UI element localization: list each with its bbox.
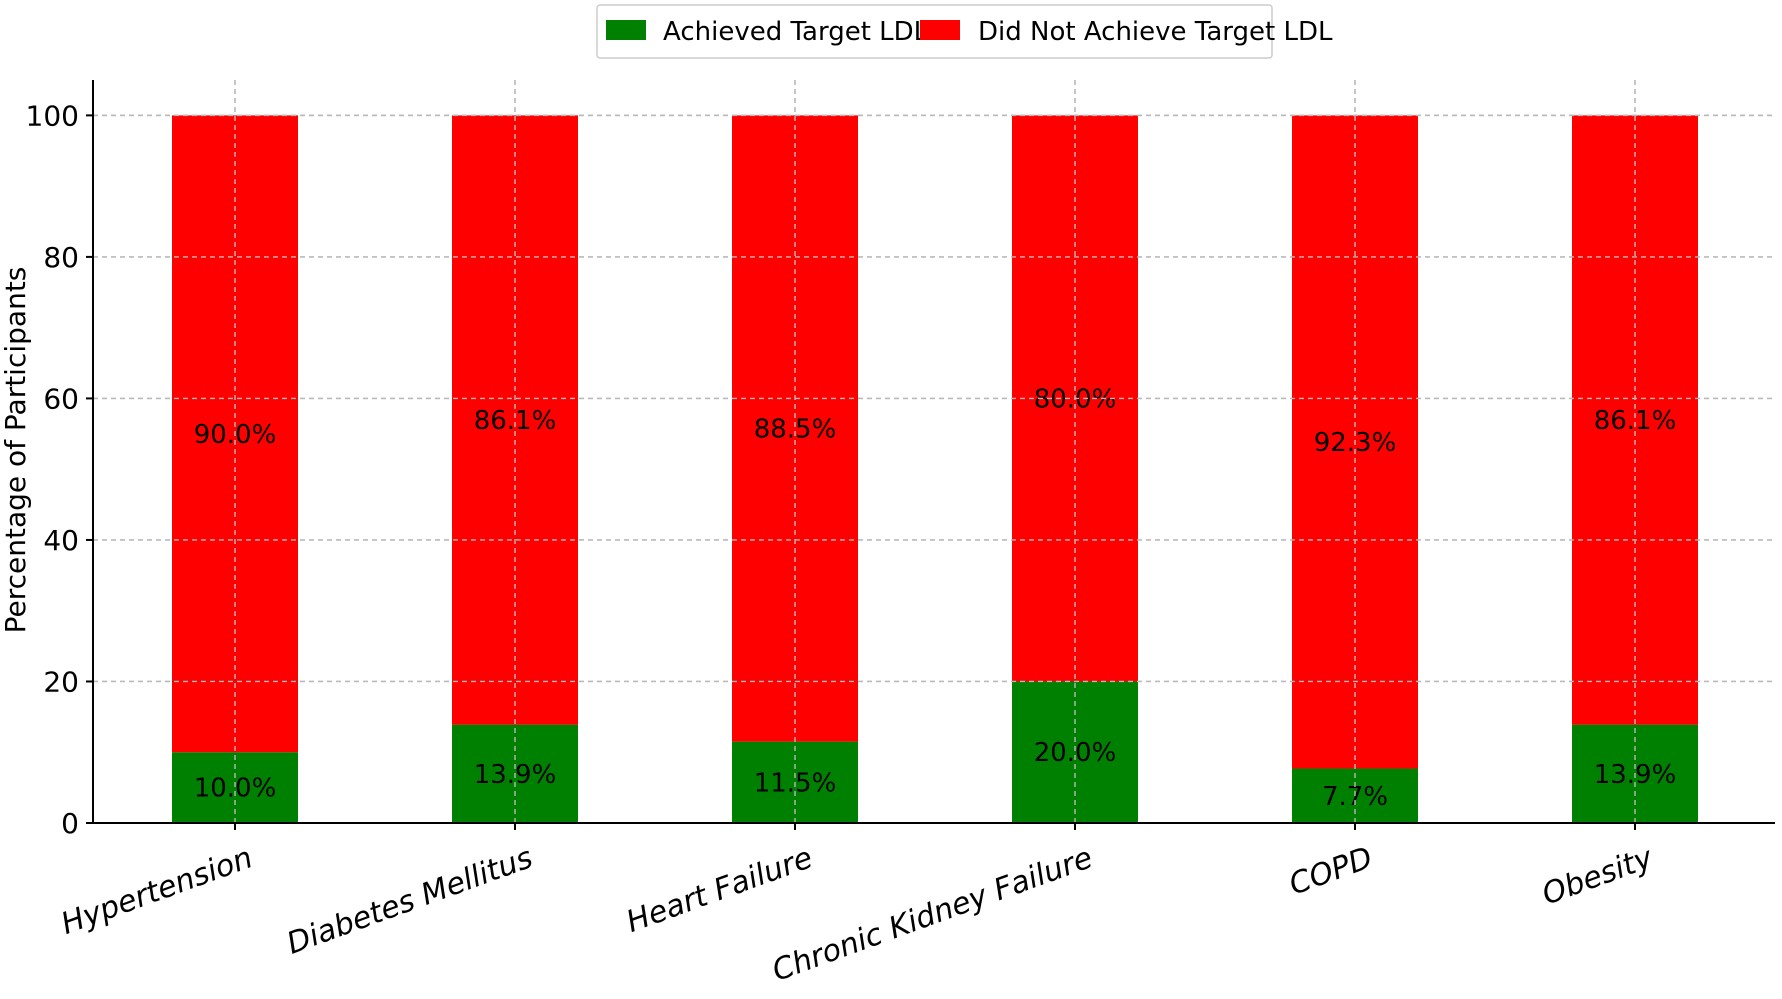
legend-swatch bbox=[606, 20, 646, 40]
legend-label: Achieved Target LDL bbox=[663, 17, 929, 47]
y-ticks: 0 20 40 60 80 100 bbox=[26, 99, 93, 840]
bar-value-label: 10.0% bbox=[194, 774, 277, 804]
grid bbox=[93, 80, 1775, 824]
x-tick-label: Chronic Kidney Failure bbox=[768, 840, 1098, 988]
y-axis-label: Percentage of Participants bbox=[0, 267, 32, 634]
bar-labels: 10.0% 13.9% 11.5%20.0%7.7%13.9%90.0% 86.1% 8… bbox=[93, 80, 1775, 823]
x-tick-label: Hypertension bbox=[57, 840, 258, 942]
y-tick-label: 40 bbox=[43, 524, 79, 557]
legend-label: Did Not Achieve Target LDL bbox=[978, 17, 1333, 47]
x-tick-label: COPD bbox=[1285, 840, 1378, 902]
x-tick-label: Obesity bbox=[1538, 840, 1659, 913]
x-tick-label: Diabetes Mellitus bbox=[282, 840, 537, 961]
y-tick-label: 100 bbox=[26, 99, 79, 132]
bars bbox=[172, 115, 1698, 823]
x-ticks: Hypertension Diabetes Mellitus Heart Failu… bbox=[57, 823, 1659, 989]
y-tick-label: 80 bbox=[43, 241, 79, 274]
axes bbox=[92, 80, 1775, 824]
bar-value-label: 20.0% bbox=[1034, 738, 1117, 768]
y-tick-label: 0 bbox=[61, 807, 79, 840]
x-tick-label: Heart Failure bbox=[622, 840, 817, 940]
legend-swatch bbox=[920, 20, 960, 40]
bar-value-label: 88.5% bbox=[754, 415, 837, 445]
y-tick-label: 60 bbox=[43, 382, 79, 415]
legend: Achieved Target LDL Did Not Achieve Targe… bbox=[596, 4, 1333, 59]
y-tick-label: 20 bbox=[43, 665, 79, 698]
